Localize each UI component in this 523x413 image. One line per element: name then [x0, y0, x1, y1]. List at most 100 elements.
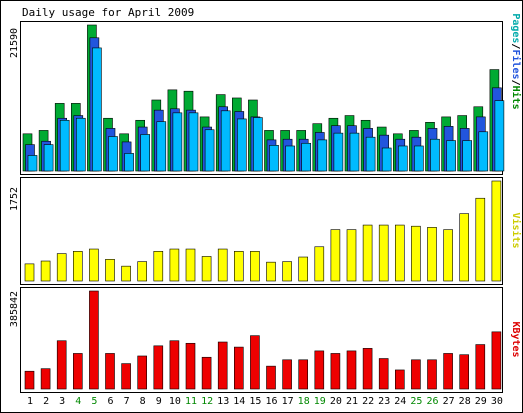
bar-pages-day-8: [140, 134, 150, 172]
bar-kbytes-day-30: [491, 331, 502, 390]
x-label-day: 9: [156, 396, 162, 407]
bar-pages-day-30: [494, 100, 505, 172]
bar-kbytes-day-7: [121, 363, 131, 390]
panel-visits: 1752 Visits: [9, 177, 522, 285]
bar-visits-day-10: [169, 248, 180, 282]
panel-frame: [20, 21, 503, 175]
bar-pages-day-15: [253, 117, 263, 172]
bar-pages-day-18: [301, 142, 312, 172]
x-label-day: 21: [346, 396, 358, 407]
bar-kbytes-day-16: [266, 365, 276, 390]
bar-kbytes-day-8: [137, 355, 147, 390]
bar-visits-day-6: [105, 259, 115, 282]
bar-kbytes-day-9: [153, 345, 164, 390]
bar-kbytes-day-28: [459, 354, 470, 390]
x-label-day: 17: [282, 396, 294, 407]
bar-pages-day-5: [92, 47, 102, 172]
bar-visits-day-18: [298, 256, 309, 282]
x-label-day: 4: [75, 396, 81, 407]
bar-pages-day-25: [414, 145, 424, 172]
bar-pages-day-3: [59, 119, 70, 172]
bar-visits-day-1: [24, 263, 35, 282]
bar-visits-day-4: [73, 251, 83, 282]
x-label-day: 12: [201, 396, 213, 407]
x-label-day: 16: [265, 396, 277, 407]
x-label-day: 1: [27, 396, 33, 407]
series-label-part: KBytes: [510, 321, 521, 357]
bar-pages-day-1: [27, 155, 38, 172]
series-label: KBytes: [510, 321, 521, 357]
bar-pages-day-29: [478, 131, 489, 172]
bar-kbytes-day-1: [24, 370, 35, 390]
x-label-day: 8: [140, 396, 146, 407]
x-label-day: 24: [394, 396, 406, 407]
bar-kbytes-day-14: [234, 346, 244, 390]
series-label-part: Pages: [510, 13, 521, 43]
x-label-day: 5: [91, 396, 97, 407]
x-label-day: 23: [378, 396, 390, 407]
bar-visits-day-28: [459, 213, 470, 282]
bar-visits-day-21: [346, 229, 357, 282]
bar-kbytes-day-29: [475, 344, 486, 390]
bar-pages-day-21: [349, 132, 360, 172]
bar-kbytes-day-19: [314, 350, 325, 390]
bar-kbytes-day-18: [298, 359, 309, 390]
bar-visits-day-27: [443, 229, 453, 282]
bar-kbytes-day-10: [169, 340, 180, 390]
bar-visits-day-17: [282, 261, 292, 282]
bar-visits-day-22: [362, 224, 373, 282]
chart-panels: 21590 Pages/Files/Hits1752Visits385842KBy…: [9, 13, 522, 393]
bar-kbytes-day-2: [40, 368, 51, 390]
x-label-day: 7: [124, 396, 130, 407]
bar-kbytes-day-21: [346, 350, 357, 390]
bar-visits-day-3: [56, 253, 67, 282]
x-label-day: 11: [185, 396, 197, 407]
series-label-part: Visits: [510, 212, 522, 248]
bar-pages-day-14: [237, 118, 247, 172]
bar-pages-day-20: [333, 132, 344, 172]
bar-visits-day-26: [427, 227, 437, 282]
bar-pages-day-13: [220, 110, 231, 172]
bar-visits-day-12: [201, 256, 212, 282]
bar-visits-day-19: [314, 246, 325, 282]
x-label-day: 26: [426, 396, 438, 407]
bar-pages-day-6: [108, 136, 118, 172]
bar-pages-day-2: [43, 144, 54, 172]
bar-pages-day-11: [188, 112, 199, 172]
bar-visits-day-20: [330, 229, 341, 282]
bar-kbytes-day-4: [73, 353, 83, 390]
bar-pages-day-10: [172, 112, 183, 172]
bar-pages-day-16: [269, 145, 279, 172]
x-label-day: 30: [491, 396, 503, 407]
bar-visits-day-24: [394, 224, 405, 282]
bar-pages-day-17: [285, 145, 295, 172]
y-max-label: 1752: [9, 187, 20, 211]
bar-visits-day-5: [89, 248, 99, 282]
series-label-part: Files: [510, 49, 522, 79]
bar-visits-day-23: [378, 224, 389, 282]
bar-visits-day-29: [475, 197, 486, 282]
x-label-day: 28: [459, 396, 471, 407]
x-label-day: 13: [217, 396, 229, 407]
bar-pages-day-23: [381, 147, 392, 172]
bar-visits-day-11: [185, 248, 196, 282]
bar-kbytes-day-23: [378, 358, 389, 390]
bar-kbytes-day-5: [89, 290, 99, 390]
x-axis-day-labels: 1 2 3 4 5 6 7 8 9 10 11 12 13 14 15 16 17 18 19 20 21 22 23 24 2…: [27, 396, 503, 407]
bar-visits-day-14: [234, 251, 244, 282]
panel-frame: [20, 177, 503, 285]
x-label-day: 3: [59, 396, 65, 407]
bar-pages-day-24: [397, 145, 408, 172]
x-label-day: 6: [107, 396, 113, 407]
bar-kbytes-day-12: [201, 356, 212, 390]
bar-kbytes-day-26: [427, 359, 437, 390]
x-label-day: 15: [249, 396, 261, 407]
bar-visits-day-7: [121, 265, 131, 282]
series-label-part: /: [510, 80, 521, 86]
bar-kbytes-day-3: [56, 340, 67, 390]
series-label-part: /: [510, 43, 521, 49]
bar-kbytes-day-27: [443, 353, 453, 390]
series-label-part: Hits: [510, 86, 522, 110]
